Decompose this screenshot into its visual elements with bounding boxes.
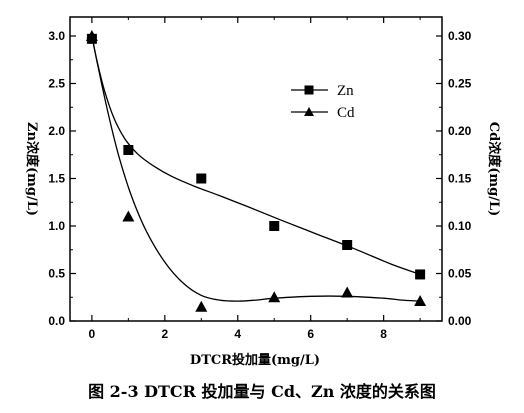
left-y-tick-label: 1.5 [48, 172, 65, 186]
legend-cd-triangle-marker [304, 107, 314, 116]
fit-curves [91, 35, 421, 302]
left-y-tick-label: 0.0 [48, 314, 65, 328]
data-point-zn [415, 269, 426, 280]
data-point-zn [342, 240, 353, 250]
right-y-tick-label: 0.30 [448, 29, 472, 43]
data-point-zn [196, 173, 207, 184]
right-y-axis-ticks: 0.00 0.05 0.10 0.15 0.20 0.25 0.30 [436, 29, 472, 328]
left-y-tick-label: 2.5 [48, 77, 65, 91]
right-y-tick-label: 0.00 [448, 314, 472, 328]
plot-border [69, 16, 443, 322]
x-tick-label: 4 [234, 327, 241, 341]
left-y-tick-label: 1.0 [48, 219, 65, 233]
chart-svg: 0 2 4 6 8 0.0 0.5 1.0 1.5 2.0 2.5 3.0 0.00 0.05 0.10… [24, 16, 502, 368]
x-tick-label: 2 [161, 327, 168, 341]
data-point-cd [195, 300, 208, 312]
right-y-tick-label: 0.25 [448, 77, 472, 91]
x-axis-ticks: 0 2 4 6 8 [89, 17, 421, 341]
x-tick-label: 8 [380, 327, 387, 341]
figure-caption: 图 2-3 DTCR 投加量与 Cd、Zn 浓度的关系图 [88, 382, 436, 401]
x-tick-label: 6 [307, 327, 314, 341]
legend: Zn Cd [291, 83, 355, 121]
data-markers [85, 30, 427, 312]
data-point-cd [268, 291, 281, 303]
x-axis-title: DTCR投加量(mg/L) [190, 352, 320, 368]
data-point-zn [123, 145, 134, 155]
left-y-axis-title: Zn浓度(mg/L) [24, 122, 40, 216]
right-y-tick-label: 0.10 [448, 219, 472, 233]
data-point-cd [414, 295, 427, 307]
right-y-tick-label: 0.05 [448, 267, 472, 281]
data-point-cd [341, 286, 354, 298]
data-point-zn [269, 221, 280, 231]
data-point-cd [122, 210, 135, 222]
plot-frame [69, 16, 443, 322]
right-y-axis-title: Cd浓度(mg/L) [486, 122, 502, 216]
x-tick-label: 0 [89, 327, 96, 341]
legend-zn-square-marker [304, 85, 314, 95]
legend-zn-label: Zn [337, 83, 354, 99]
right-y-tick-label: 0.15 [448, 172, 472, 186]
fit-curve-cd [91, 35, 421, 302]
left-y-axis-ticks: 0.0 0.5 1.0 1.5 2.0 2.5 3.0 [48, 29, 76, 328]
fit-curve-zn [91, 35, 421, 276]
left-y-tick-label: 0.5 [48, 267, 65, 281]
legend-cd-label: Cd [337, 105, 355, 121]
left-y-tick-label: 3.0 [48, 29, 65, 43]
right-y-tick-label: 0.20 [448, 124, 472, 138]
data-point-cd [85, 30, 98, 41]
left-y-tick-label: 2.0 [48, 124, 65, 138]
